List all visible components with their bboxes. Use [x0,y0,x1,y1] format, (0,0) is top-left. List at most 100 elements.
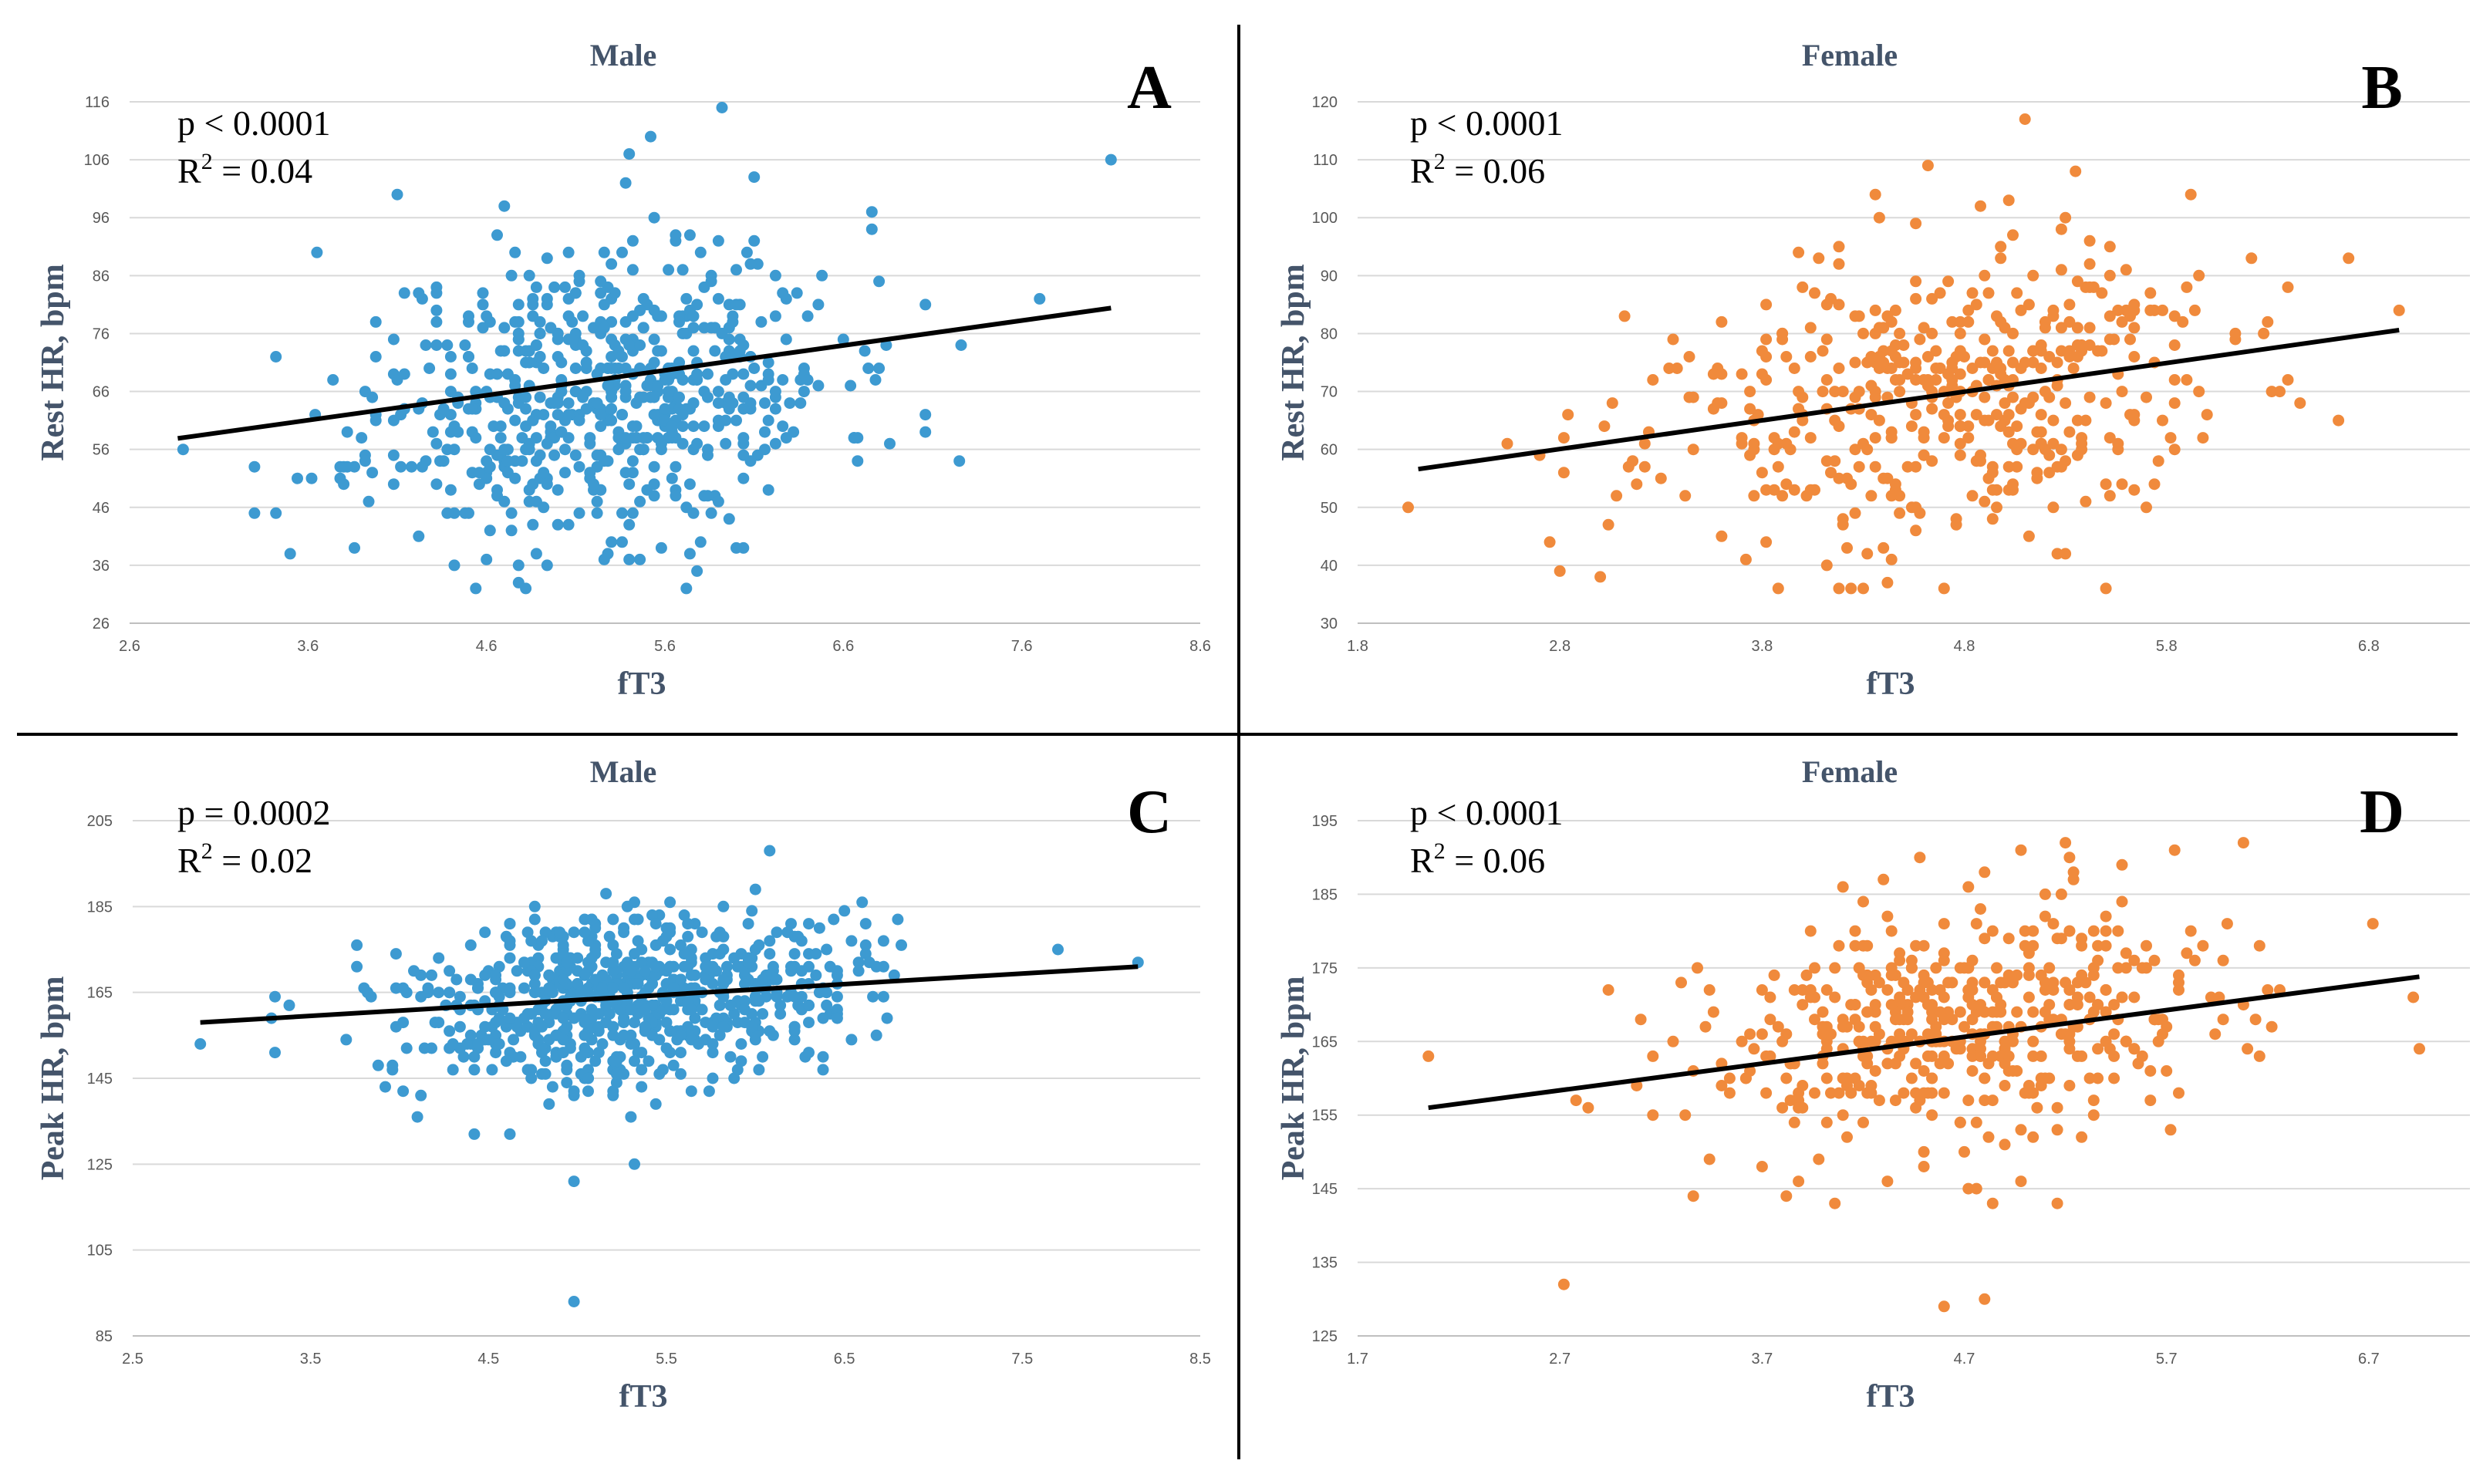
data-point [2266,386,2278,398]
data-point [1954,1006,1966,1018]
data-point [1825,292,1837,305]
data-point [341,426,353,438]
data-point [838,905,851,917]
data-point [292,472,303,484]
data-point [454,990,466,1003]
data-point [1635,1014,1647,1026]
data-point [1861,1057,1874,1070]
data-point [667,1059,680,1071]
data-point [1837,513,1849,525]
data-point [538,501,550,514]
data-point [545,322,557,334]
x-tick-label: 4.6 [476,638,498,655]
data-point [1788,1116,1800,1128]
data-point [660,995,673,1007]
data-point [649,1098,662,1110]
data-point [2035,1050,2047,1062]
data-point [607,982,619,994]
data-point [363,495,375,508]
data-point [2076,933,2088,945]
data-point [2087,1109,2100,1121]
data-point [1975,200,1986,212]
data-point [2201,409,2213,421]
data-point [687,310,700,322]
data-point [1631,478,1643,491]
vertical-divider [1237,25,1240,1459]
data-point [572,952,584,964]
data-point [1402,501,1414,514]
data-point [2100,925,2112,937]
data-point [566,333,579,346]
x-axis-label: fT3 [1867,1379,1915,1415]
data-point [2367,918,2379,930]
x-tick-label: 6.8 [2358,638,2380,655]
data-point [1820,984,1833,996]
data-point [536,1020,548,1033]
data-point [2051,1101,2063,1114]
data-point [1970,1116,1982,1128]
data-point [2144,1094,2157,1107]
data-point [2027,345,2039,357]
data-point [712,420,724,433]
data-point [607,1055,619,1067]
data-point [676,420,689,433]
data-point [1885,345,1898,357]
data-point [1991,409,2002,421]
data-point [1853,1020,1865,1033]
data-point [762,374,774,386]
data-point [1756,1161,1768,1172]
data-point [525,935,538,947]
data-point [2007,229,2019,241]
data-point [2071,976,2083,989]
data-point [2253,1050,2266,1062]
data-point [2108,333,2120,346]
data-point [1982,374,1995,386]
x-tick-label: 2.7 [1549,1351,1571,1368]
data-point [2019,113,2031,125]
data-point [1926,1050,1938,1062]
data-point [1914,852,1926,864]
data-point [1817,345,1829,357]
data-point [573,460,585,473]
data-point [2027,1035,2039,1047]
data-point [2128,351,2141,363]
data-point [2092,939,2104,952]
data-point [1849,507,1861,519]
data-point [1962,881,1975,893]
data-point [2112,304,2124,316]
data-point [444,1025,456,1037]
data-point [534,327,546,339]
data-point [1885,999,1898,1011]
data-point [623,518,636,531]
data-point [2104,269,2116,282]
data-point [619,177,632,189]
data-point [2100,478,2112,491]
data-point [769,310,781,322]
data-point [2007,327,2019,339]
data-point [1991,501,2002,514]
data-point [2011,969,2023,981]
data-point [2071,351,2083,363]
y-axis-label: Rest HR, bpm [35,264,71,461]
data-point [1647,1050,1659,1062]
data-point [2108,1028,2120,1040]
data-point [643,1055,655,1067]
data-point [2087,962,2100,974]
data-point [685,1003,697,1016]
data-point [606,258,618,270]
data-point [1970,918,1982,930]
data-point [610,1077,622,1089]
data-point [1772,460,1784,473]
data-point [801,310,814,322]
data-point [369,351,382,363]
data-point [484,524,496,537]
data-point [2128,954,2141,966]
data-point [2237,837,2249,849]
data-point [2128,484,2141,496]
data-point [1797,414,1809,427]
y-tick-label: 105 [87,1243,113,1260]
data-point [1918,1161,1930,1172]
data-point [607,1089,619,1101]
data-point [1804,925,1817,937]
